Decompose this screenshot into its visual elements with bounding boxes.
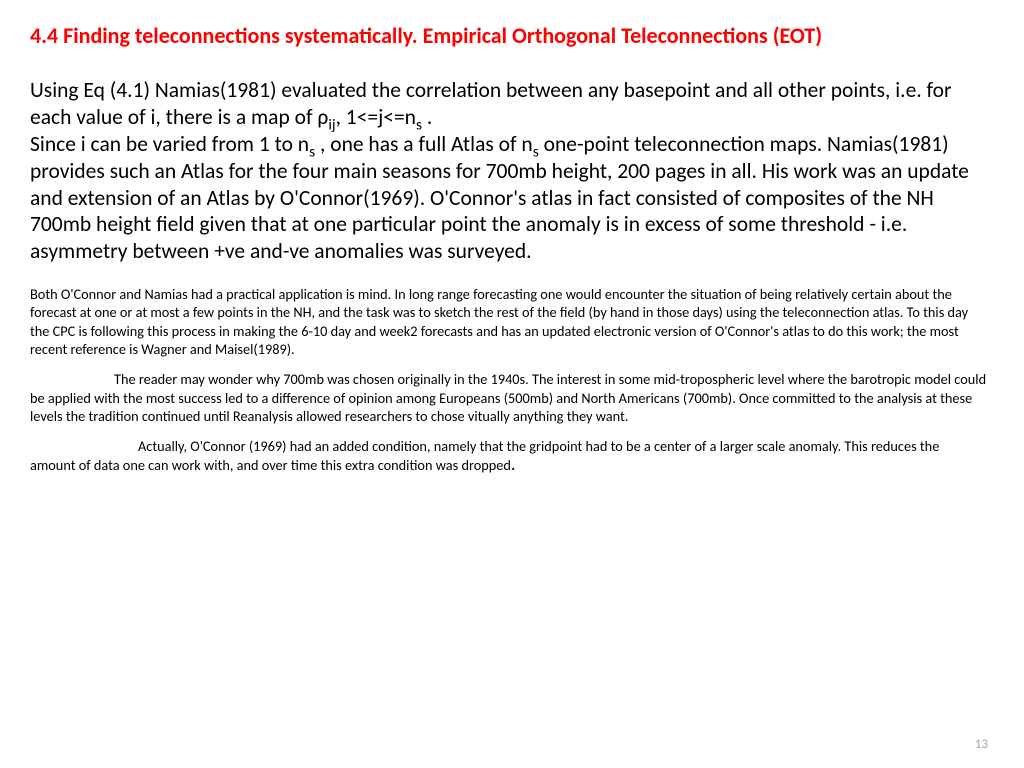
main-text-2: , 1<=j<=n: [336, 104, 416, 130]
footnote-3-text: Actually, O'Connor (1969) had an added c…: [30, 437, 939, 473]
main-text-1: Using Eq (4.1) Namias(1981) evaluated th…: [30, 77, 952, 130]
footnote-paragraph-3: Actually, O'Connor (1969) had an added c…: [30, 437, 988, 474]
section-title: 4.4 Finding teleconnections systematical…: [30, 22, 988, 49]
main-text-4: Since i can be varied from 1 to n: [30, 131, 309, 157]
big-period: .: [511, 452, 516, 475]
page-number: 13: [975, 737, 988, 752]
footnote-paragraph-2: The reader may wonder why 700mb was chos…: [30, 370, 988, 425]
footnote-paragraph-1: Both O'Connor and Namias had a practical…: [30, 285, 988, 358]
main-paragraph: Using Eq (4.1) Namias(1981) evaluated th…: [30, 77, 988, 265]
main-text-5: , one has a full Atlas of n: [315, 131, 533, 157]
main-text-3: .: [422, 104, 432, 130]
